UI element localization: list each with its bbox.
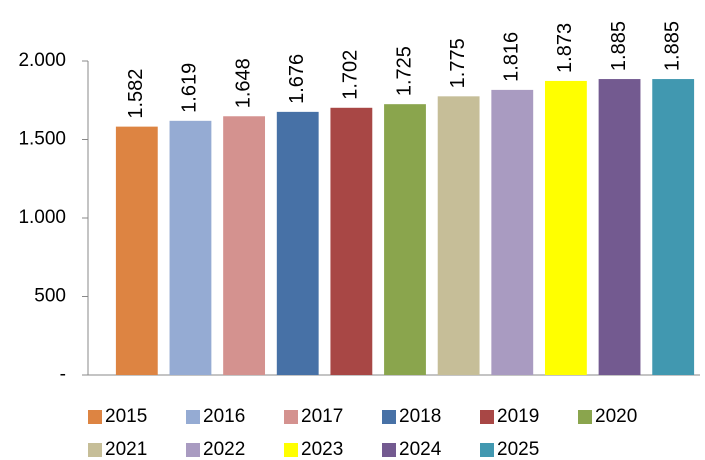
legend-swatch [382,410,396,424]
y-tick-label: 1.500 [18,129,66,150]
legend-label: 2023 [301,439,343,460]
value-label: 1.676 [286,54,308,104]
bar [276,111,319,376]
legend-label: 2019 [497,406,539,427]
legend-label: 2018 [399,406,441,427]
bar [491,89,534,375]
bar [544,80,587,376]
bar [652,79,695,376]
legend-label: 2021 [105,439,147,460]
value-label: 1.885 [661,21,683,71]
value-label: 1.885 [608,21,630,71]
value-label: 1.648 [232,58,254,108]
bar [384,104,426,376]
value-label: 1.816 [501,32,523,82]
legend-swatch [88,443,102,457]
value-label: 1.582 [125,69,147,119]
value-label: 1.775 [447,38,469,88]
legend-swatch [284,443,298,457]
legend-label: 2022 [203,439,245,460]
legend-swatch [186,410,200,424]
legend-swatch [480,410,494,424]
y-tick-label: 1.000 [18,207,66,228]
bar [598,79,641,376]
value-label: 1.725 [393,46,415,96]
legend-swatch [480,443,494,457]
bar [115,126,158,375]
bar [223,116,266,375]
legend-label: 2016 [203,406,245,427]
legend-swatch [382,443,396,457]
legend-swatch [186,443,200,457]
y-tick-label: 500 [34,286,66,307]
legend-label: 2025 [497,439,539,460]
value-label: 1.702 [340,50,362,100]
legend-swatch [284,410,298,424]
bar [169,120,212,375]
legend-swatch [578,410,592,424]
value-label: 1.619 [179,63,201,113]
legend-label: 2020 [595,406,637,427]
bar [437,96,480,375]
y-tick-label: - [60,364,66,385]
legend-label: 2017 [301,406,343,427]
legend-label: 2015 [105,406,147,427]
value-label: 1.873 [554,23,576,73]
legend-swatch [88,410,102,424]
bar [330,107,373,375]
legend-label: 2024 [399,439,442,460]
y-tick-label: 2.000 [18,50,66,71]
